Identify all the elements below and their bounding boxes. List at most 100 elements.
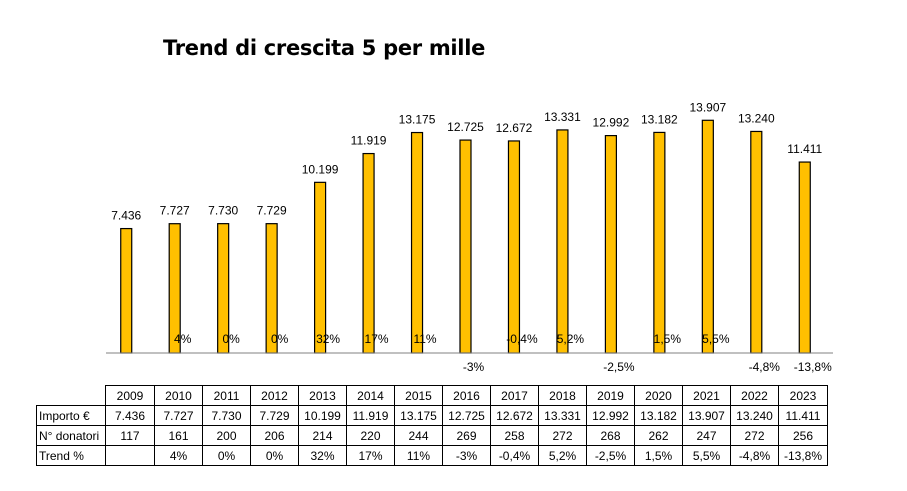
bar-2017 xyxy=(507,140,521,354)
table-cell: 206 xyxy=(250,425,299,446)
table-cell: 11.919 xyxy=(346,405,395,426)
table-cell: 12.725 xyxy=(442,405,491,426)
trend-label: 0% xyxy=(222,332,240,346)
table-cell: 272 xyxy=(538,425,587,446)
table-header-cell: 2019 xyxy=(586,385,635,406)
trend-label: -3% xyxy=(463,360,485,374)
data-table: 2009 2010 2011 2012 2013 2014 2015 2016 2017 2018… xyxy=(36,385,828,466)
table-row-label: Importo € xyxy=(36,405,106,426)
bar-value-label: 7.729 xyxy=(257,204,287,218)
table-cell: 7.729 xyxy=(250,405,299,426)
table-cell: 13.331 xyxy=(538,405,587,426)
trend-label: -0,4% xyxy=(506,332,538,346)
table-header-cell: 2013 xyxy=(298,385,347,406)
table-cell: 272 xyxy=(730,425,779,446)
table-cell xyxy=(105,445,155,466)
trend-label: -2,5% xyxy=(603,360,635,374)
trend-label: -4,8% xyxy=(749,360,781,374)
table-cell: 117 xyxy=(105,425,155,446)
table-cell: 269 xyxy=(442,425,491,446)
bar-2018 xyxy=(556,129,569,354)
bar-value-label: 13.182 xyxy=(641,112,678,126)
bar-2015 xyxy=(410,131,424,354)
table-header-cell: 2014 xyxy=(346,385,395,406)
bar-value-label: 12.725 xyxy=(447,120,484,134)
table-cell: 5,5% xyxy=(682,445,731,466)
bar-value-label: 12.672 xyxy=(496,121,533,135)
table-body: 2009 2010 2011 2012 2013 2014 2015 2016 2017 2018… xyxy=(36,385,828,466)
table-header-cell: 2021 xyxy=(682,385,731,406)
table-header-cell: 2018 xyxy=(538,385,587,406)
table-cell: 13.240 xyxy=(730,405,779,426)
table-cell: 0% xyxy=(202,445,251,466)
table-header-cell: 2023 xyxy=(778,385,828,406)
table-corner-cell xyxy=(36,385,106,406)
trend-label: 5,5% xyxy=(702,332,730,346)
bar-2016 xyxy=(459,139,472,354)
trend-label: 4% xyxy=(174,332,192,346)
table-cell: 256 xyxy=(778,425,828,446)
table-row: N° donatori 117 161 200 206 214 220 244 269 258 27… xyxy=(36,425,828,446)
table-header-row: 2009 2010 2011 2012 2013 2014 2015 2016 2017 2018… xyxy=(36,385,828,406)
table-cell: 32% xyxy=(298,445,347,466)
bar-2023 xyxy=(798,161,811,354)
table-row: Importo €7.436 7.727 7.730 7.729 10.199 11.91… xyxy=(36,405,828,426)
table-cell: 200 xyxy=(202,425,251,446)
bar-chart: 7.436 7.727 4% 7.730 0% 7.729 0% 10.199 32% 11.91… xyxy=(106,100,833,374)
table-header-cell: 2017 xyxy=(490,385,539,406)
bar-value-label: 11.411 xyxy=(787,142,822,156)
table-row-label: Trend % xyxy=(36,445,106,466)
bar-value-label: 13.331 xyxy=(544,110,581,124)
table-cell: 262 xyxy=(634,425,683,446)
table-cell: 214 xyxy=(298,425,347,446)
table-cell: -3% xyxy=(442,445,491,466)
table-cell: 13.182 xyxy=(634,405,683,426)
table-cell: 11% xyxy=(394,445,443,466)
trend-label: -13,8% xyxy=(794,360,832,374)
chart-title: Trend di crescita 5 per mille xyxy=(163,36,486,60)
table-cell: 0% xyxy=(250,445,299,466)
table-cell: 5,2% xyxy=(538,445,587,466)
bar-value-label: 11.919 xyxy=(351,134,387,148)
trend-label: 0% xyxy=(271,332,289,346)
bar-2021 xyxy=(701,119,714,354)
table-cell: 13.175 xyxy=(394,405,443,426)
bar-value-label: 13.240 xyxy=(738,111,775,125)
bar-2014 xyxy=(362,152,375,354)
table-header-cell: 2012 xyxy=(250,385,299,406)
bar-2022 xyxy=(750,130,763,354)
trend-label: 32% xyxy=(316,332,340,346)
table-header-cell: 2011 xyxy=(202,385,251,406)
trend-label: 11% xyxy=(413,332,436,346)
bar-value-label: 7.436 xyxy=(111,209,141,223)
bar-2019 xyxy=(604,135,618,354)
table-cell: 268 xyxy=(586,425,635,446)
table-cell: 1,5% xyxy=(634,445,683,466)
table-header-cell: 2022 xyxy=(730,385,779,406)
bar-2013 xyxy=(314,181,327,354)
table-cell: 7.727 xyxy=(154,405,203,426)
table-cell: 7.730 xyxy=(202,405,251,426)
bar-2009 xyxy=(120,227,133,354)
table-cell: 10.199 xyxy=(298,405,347,426)
table-cell: 13.907 xyxy=(682,405,731,426)
bar-value-label: 7.727 xyxy=(160,204,190,218)
table-cell: 244 xyxy=(394,425,443,446)
table-cell: 7.436 xyxy=(105,405,155,426)
trend-label: 1,5% xyxy=(654,332,682,346)
table-cell: -2,5% xyxy=(586,445,635,466)
table-cell: 220 xyxy=(346,425,395,446)
table-row-label: N° donatori xyxy=(36,425,106,446)
table-cell: 11.411 xyxy=(778,405,828,426)
bar-value-label: 13.907 xyxy=(689,100,726,114)
table-cell: -0,4% xyxy=(490,445,539,466)
table-cell: -4,8% xyxy=(730,445,779,466)
table-header-cell: 2016 xyxy=(442,385,491,406)
table-cell: 4% xyxy=(154,445,203,466)
table-cell: 17% xyxy=(346,445,395,466)
bar-value-label: 12.992 xyxy=(593,116,630,130)
table-row: Trend % 4% 0% 0% 32% 17% 11% -3% -0,4% 5,2% -2,5% 1… xyxy=(36,445,828,466)
table-header-cell: 2009 xyxy=(105,385,155,406)
table-header-cell: 2015 xyxy=(394,385,443,406)
bar-2020 xyxy=(653,131,666,354)
